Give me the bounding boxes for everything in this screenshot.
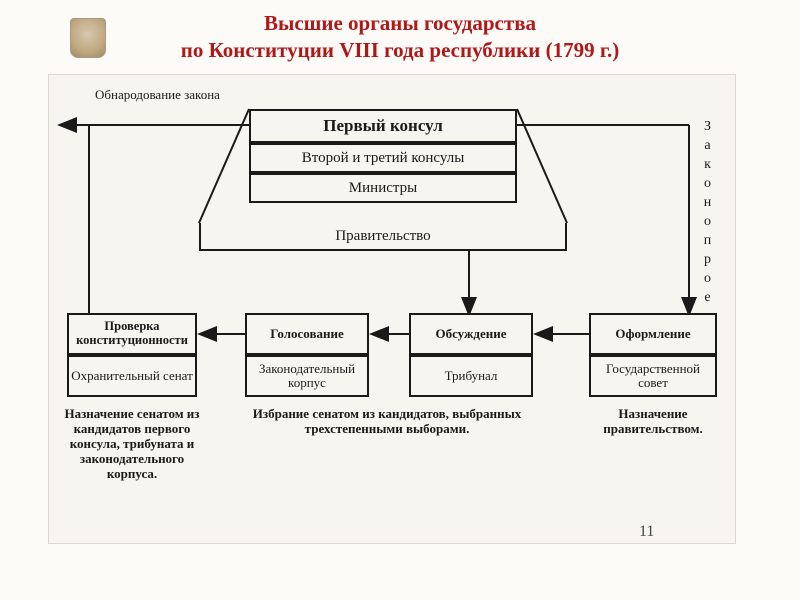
title-line2: по Конституции VIII года республики (179… [0,37,800,64]
page-number: 11 [639,523,654,541]
box-col1-bot: Охранительный сенат [67,355,197,397]
title-line1: Высшие органы государства [0,10,800,37]
emblem-icon [70,18,106,58]
box-ministers: Министры [249,173,517,203]
box-col3-top: Обсуждение [409,313,533,355]
box-col4-top: Оформление [589,313,717,355]
box-col3-bot: Трибунал [409,355,533,397]
box-first-consul: Первый консул [249,109,517,143]
caption-col1: Назначение сенатом из кандидатов первого… [57,407,207,482]
box-col2-bot: Законодательный корпус [245,355,369,397]
page-title: Высшие органы государства по Конституции… [0,0,800,73]
caption-col23: Избрание сенатом из кандидатов, выбранны… [227,407,547,437]
caption-col4: Назначение правительством. [589,407,717,437]
diagram-container: Обнародование закона Законопроект Первый… [48,74,736,544]
box-col1-top: Проверка конституционности [67,313,197,355]
box-government: Правительство [199,223,567,251]
promulgation-label: Обнародование закона [95,87,220,103]
box-col4-bot: Государственной совет [589,355,717,397]
box-col2-top: Голосование [245,313,369,355]
box-other-consuls: Второй и третий консулы [249,143,517,173]
